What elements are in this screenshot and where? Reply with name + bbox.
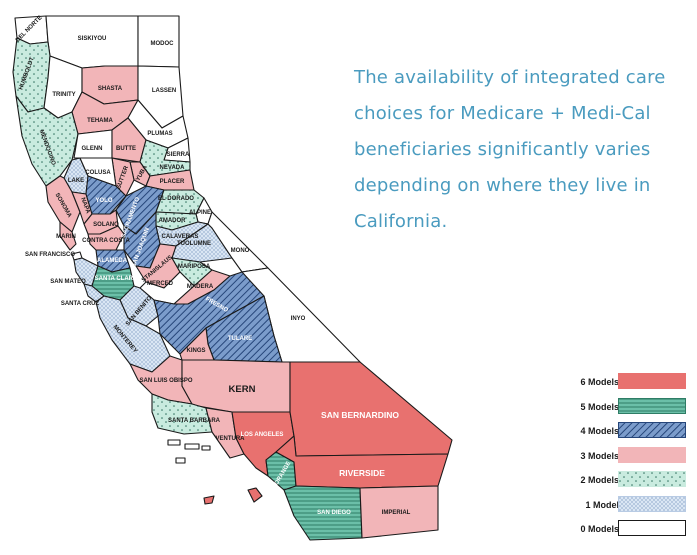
svg-text:LASSEN: LASSEN [152,88,176,94]
svg-text:ALPINE: ALPINE [189,210,211,216]
island [167,439,181,446]
legend-item: 3 Models [540,446,690,465]
svg-text:MODOC: MODOC [151,41,175,47]
legend-item: 2 Models [540,471,690,489]
legend-item: 6 Models [540,373,690,391]
svg-text:KERN: KERN [229,384,256,395]
svg-text:MARIPOSA: MARIPOSA [178,264,211,270]
svg-text:CONTRA COSTA: CONTRA COSTA [82,238,130,244]
legend-swatch [618,397,686,414]
legend-swatch [618,422,686,438]
svg-text:TUOLUMNE: TUOLUMNE [177,241,211,247]
legend-label: 2 Models [580,475,619,485]
legend-item: 5 Models [540,397,690,416]
svg-text:LAKE: LAKE [68,178,84,184]
island [175,457,186,464]
island [201,445,211,451]
svg-text:SAN FRANCISCO: SAN FRANCISCO [25,252,75,258]
map-caption: The availability of integrated care choi… [354,67,666,232]
legend-label: 3 Models [580,450,619,461]
svg-text:EL DORADO: EL DORADO [158,196,194,202]
svg-text:SAN LUIS OBISPO: SAN LUIS OBISPO [139,378,192,384]
island [184,443,200,450]
legend-swatch [618,446,686,463]
svg-text:SAN MATEO: SAN MATEO [50,279,86,285]
svg-text:BUTTE: BUTTE [116,146,136,152]
svg-text:TEHAMA: TEHAMA [87,118,113,124]
svg-text:COLUSA: COLUSA [85,170,111,176]
legend-label: 0 Models [580,524,619,534]
legend-swatch [618,373,686,389]
legend-label: 6 Models [580,377,619,387]
legend-swatch [618,471,686,487]
svg-text:VENTURA: VENTURA [215,436,245,442]
svg-text:AMADOR: AMADOR [159,218,187,224]
svg-text:PLUMAS: PLUMAS [147,131,172,137]
county-marin [59,221,77,251]
svg-text:MONO: MONO [231,248,250,254]
svg-text:TRINITY: TRINITY [52,92,75,98]
svg-text:SANTA CLARA: SANTA CLARA [95,276,138,282]
legend-item: 0 Models [540,520,690,538]
county-mendocino [15,95,79,187]
svg-text:LOS ANGELES: LOS ANGELES [241,432,284,438]
county-contra-costa [87,225,125,251]
svg-text:MERCED: MERCED [147,281,174,287]
county-kings [179,327,215,361]
svg-text:SIERRA: SIERRA [167,152,190,158]
svg-text:NEVADA: NEVADA [160,165,186,171]
county-monterey [95,295,171,373]
legend-swatch [618,495,686,512]
legend-label: 5 Models [580,401,619,412]
legend-label: 1 Model [585,499,619,510]
svg-text:IMPERIAL: IMPERIAL [382,510,411,516]
svg-text:NAPA: NAPA [79,197,91,215]
svg-text:SHASTA: SHASTA [98,86,123,92]
svg-text:KINGS: KINGS [186,348,205,354]
svg-text:SAN BERNARDINO: SAN BERNARDINO [321,410,399,420]
svg-text:MADERA: MADERA [187,284,214,290]
svg-text:SISKIYOU: SISKIYOU [78,36,107,42]
svg-text:SANTA BARBARA: SANTA BARBARA [168,418,221,424]
svg-text:INYO: INYO [291,316,306,322]
svg-text:CALAVERAS: CALAVERAS [162,234,199,240]
svg-text:SAN DIEGO: SAN DIEGO [317,510,351,516]
legend-item: 4 Models [540,422,690,440]
svg-text:ALAMEDA: ALAMEDA [97,258,128,264]
county-imperial [359,485,439,539]
county-san-bernardino [289,361,453,457]
legend-label: 4 Models [580,426,619,436]
legend-item: 1 Model [540,495,690,514]
svg-text:GLENN: GLENN [82,146,103,152]
svg-text:SOLANO: SOLANO [93,222,119,228]
svg-text:PLACER: PLACER [160,179,185,185]
county-glenn [73,129,113,159]
island [203,495,215,505]
svg-text:SANTA CRUZ: SANTA CRUZ [61,301,100,307]
svg-text:MARIN: MARIN [56,234,76,240]
svg-text:RIVERSIDE: RIVERSIDE [339,468,385,478]
island [247,487,263,503]
svg-text:TULARE: TULARE [228,336,252,342]
svg-text:YOLO: YOLO [95,198,112,204]
legend-swatch [618,520,686,536]
